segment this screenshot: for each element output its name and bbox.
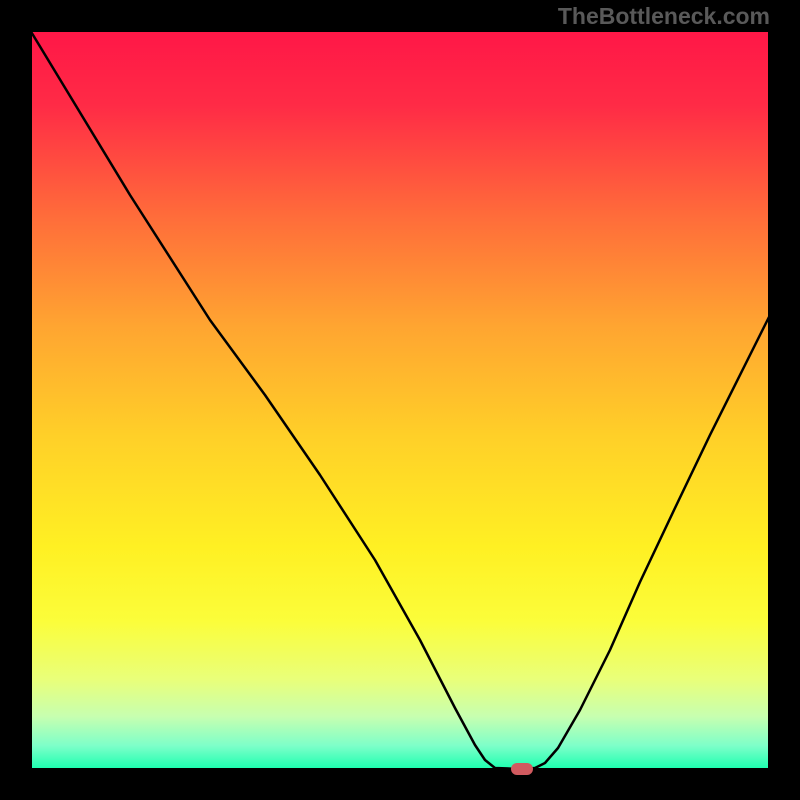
optimal-point-marker	[511, 763, 533, 775]
plot-area	[30, 30, 770, 770]
chart-container: TheBottleneck.com	[0, 0, 800, 800]
watermark-text: TheBottleneck.com	[558, 3, 770, 30]
